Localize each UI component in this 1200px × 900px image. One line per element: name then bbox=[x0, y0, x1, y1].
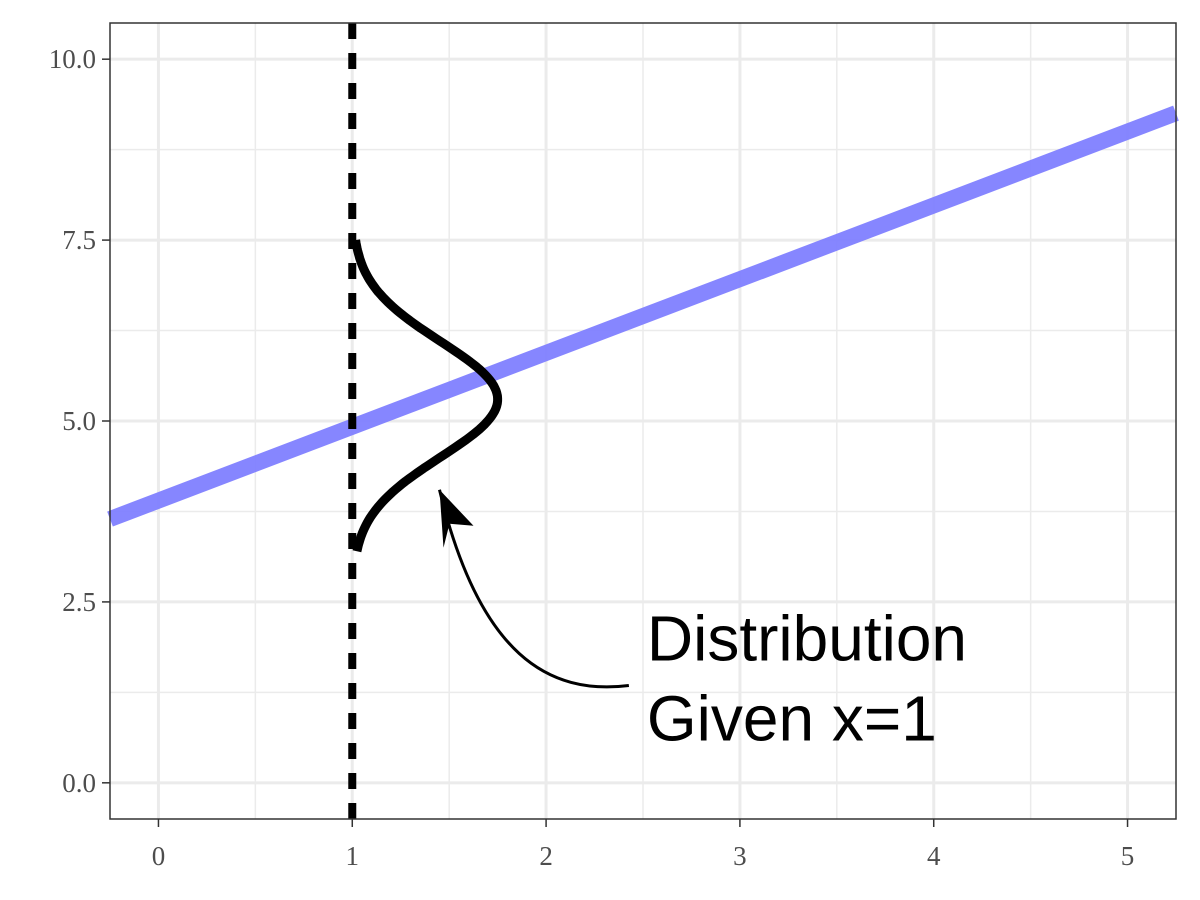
annotation-arrow bbox=[438, 489, 630, 689]
y-tick-label: 7.5 bbox=[62, 225, 96, 255]
x-tick-label: 0 bbox=[152, 841, 166, 871]
x-axis: 0 1 2 3 4 5 bbox=[152, 819, 1135, 871]
plot-panel-border bbox=[109, 22, 1177, 820]
annotation-arrowhead bbox=[439, 489, 474, 548]
y-axis: 0.0 2.5 5.0 7.5 10.0 bbox=[49, 44, 110, 798]
x-tick-label: 4 bbox=[927, 841, 941, 871]
conditional-distribution-curve bbox=[351, 238, 503, 554]
y-tick-label: 0.0 bbox=[62, 768, 96, 798]
annotation-line-given: Given x=1 bbox=[647, 682, 937, 754]
y-tick-label: 2.5 bbox=[62, 587, 96, 617]
annotation-line-distribution: Distribution bbox=[647, 602, 967, 674]
y-tick-label: 5.0 bbox=[62, 406, 96, 436]
x-tick-label: 2 bbox=[539, 841, 553, 871]
regression-line bbox=[107, 105, 1179, 527]
y-tick-label: 10.0 bbox=[49, 44, 96, 74]
x-tick-label: 3 bbox=[733, 841, 747, 871]
x-tick-label: 5 bbox=[1121, 841, 1135, 871]
annotation-text: Distribution Given x=1 bbox=[647, 602, 985, 754]
x-tick-label: 1 bbox=[346, 841, 360, 871]
